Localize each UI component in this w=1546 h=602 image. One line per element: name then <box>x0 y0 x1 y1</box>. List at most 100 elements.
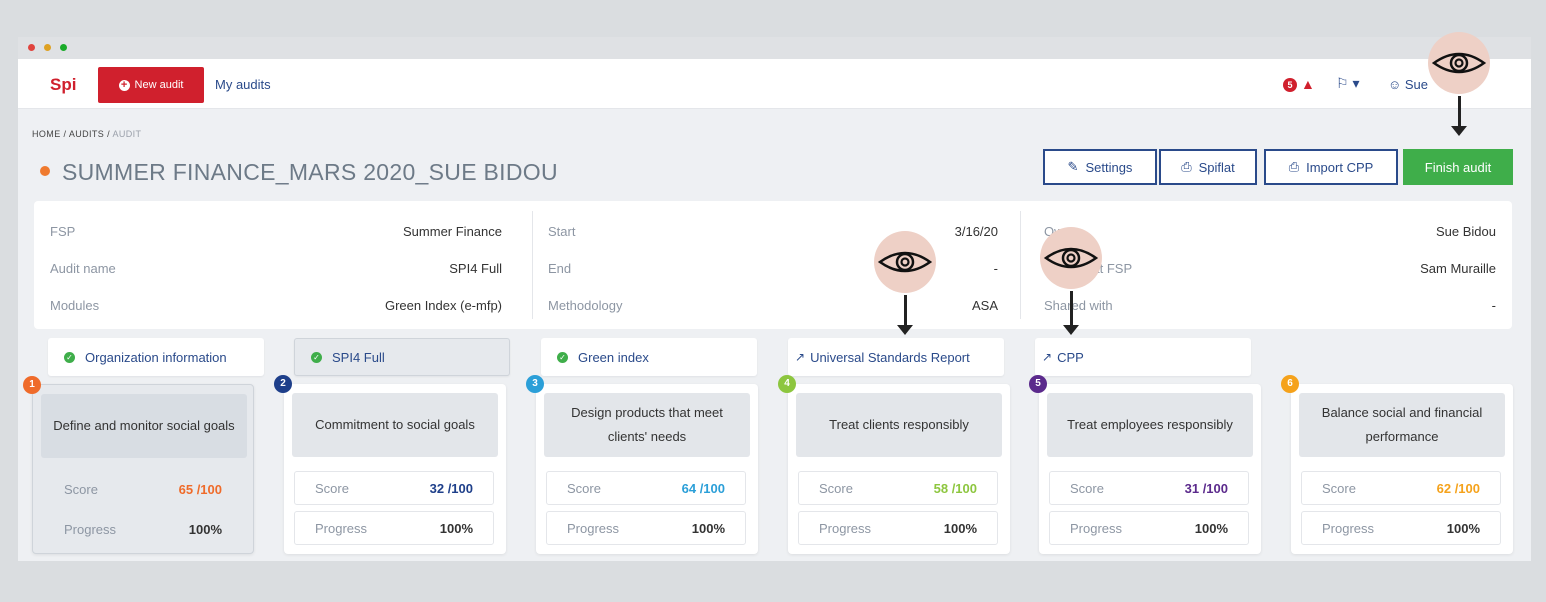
progress-value: 100% <box>943 520 977 536</box>
breadcrumb-home[interactable]: HOME / <box>32 129 67 139</box>
info-value: Sue Bidou <box>1436 224 1496 239</box>
new-audit-label: New audit <box>134 79 184 91</box>
arrow-down-icon <box>1063 325 1079 335</box>
dimension-card-6[interactable]: 6 Balance social and financial performan… <box>1281 375 1513 554</box>
progress-row: Progress 100% <box>1301 511 1501 545</box>
score-row: Score 62 /100 <box>1301 471 1501 505</box>
progress-label: Progress <box>1322 520 1375 536</box>
score-label: Score <box>567 480 601 496</box>
dimension-title: Treat employees responsibly <box>1047 393 1253 457</box>
info-key: Methodology <box>548 298 623 313</box>
dimension-card-1[interactable]: 1 Define and monitor social goals Score 6… <box>23 376 254 554</box>
spiflat-button[interactable]: ⎙ Spiflat <box>1159 149 1257 185</box>
progress-value: 100% <box>439 520 473 536</box>
tab-cpp[interactable]: ↗ CPP <box>1035 338 1251 376</box>
tab-green-index[interactable]: ✓ Green index <box>541 338 757 376</box>
progress-value: 100% <box>188 521 222 537</box>
eye-annotation-icon <box>1040 227 1102 289</box>
info-key: FSP <box>50 224 76 239</box>
arrow-down-icon <box>1451 126 1467 136</box>
tab-universal-standards-report[interactable]: ↗ Universal Standards Report <box>788 338 1004 376</box>
check-icon: ✓ <box>311 351 322 363</box>
info-value: SPI4 Full <box>449 261 502 276</box>
dimension-number-badge: 2 <box>274 375 292 393</box>
arrow-line <box>904 295 907 325</box>
progress-row: Progress 100% <box>294 511 494 545</box>
dimension-card-4[interactable]: 4 Treat clients responsibly Score 58 /100… <box>778 375 1010 554</box>
user-menu[interactable]: ☺ Sue <box>1388 77 1429 92</box>
tab-organization-information[interactable]: ✓ Organization information <box>48 338 264 376</box>
my-audits-link[interactable]: My audits <box>215 77 271 92</box>
progress-label: Progress <box>315 520 368 536</box>
score-value: 58 /100 <box>933 480 977 496</box>
minimize-window-dot[interactable] <box>44 44 51 51</box>
info-column-2: Start 3/16/20 End - Methodology ASA <box>548 213 998 321</box>
settings-label: Settings <box>1085 159 1133 175</box>
info-key: Audit name <box>50 261 116 276</box>
score-value: 32 /100 <box>429 480 473 496</box>
score-value: 31 /100 <box>1184 480 1228 496</box>
info-row: Audit name SPI4 Full <box>50 250 502 287</box>
info-row: Start 3/16/20 <box>548 213 998 250</box>
maximize-window-dot[interactable] <box>60 44 67 51</box>
file-import-icon: ⎙ <box>1181 159 1192 174</box>
app-window: Spi + New audit My audits 5 ▲ ⚐ ▾ ☺ Sue … <box>18 37 1531 561</box>
info-value: Green Index (e-mfp) <box>384 298 502 313</box>
breadcrumb-audits[interactable]: AUDITS / <box>68 129 111 139</box>
score-label: Score <box>819 480 853 496</box>
info-row: Methodology ASA <box>548 287 998 324</box>
info-value: - <box>1491 298 1496 313</box>
breadcrumb: HOME / AUDITS / AUDIT <box>32 129 141 139</box>
dimension-card-5[interactable]: 5 Treat employees responsibly Score 31 /1… <box>1029 375 1261 554</box>
notification-count-badge: 5 <box>1283 78 1297 92</box>
settings-button[interactable]: ✎ Settings <box>1043 149 1157 185</box>
edit-icon: ✎ <box>1067 159 1079 174</box>
info-value: Summer Finance <box>403 224 502 239</box>
dimension-number-badge: 6 <box>1281 375 1299 393</box>
progress-row: Progress 100% <box>43 512 243 546</box>
tab-label: Universal Standards Report <box>810 349 970 365</box>
score-label: Score <box>1322 480 1356 496</box>
status-dot <box>40 165 50 176</box>
chart-line-icon: ↗ <box>795 350 806 364</box>
new-audit-button[interactable]: + New audit <box>98 67 204 103</box>
app-logo[interactable]: Spi <box>50 75 77 94</box>
close-window-dot[interactable] <box>28 44 35 51</box>
import-cpp-label: Import CPP <box>1306 159 1374 175</box>
dimension-card-3[interactable]: 3 Design products that meet clients' nee… <box>526 375 758 554</box>
dimension-title: Define and monitor social goals <box>41 394 247 458</box>
tab-spi4-full[interactable]: ✓ SPI4 Full <box>294 338 510 376</box>
dimension-number-badge: 4 <box>778 375 796 393</box>
arrow-line <box>1458 96 1461 126</box>
info-value: ASA <box>971 298 998 313</box>
info-row: Modules Green Index (e-mfp) <box>50 287 502 324</box>
bell-icon[interactable]: ▲ <box>1301 76 1315 92</box>
flag-icon[interactable]: ⚐ ▾ <box>1336 75 1360 91</box>
tab-label: Organization information <box>85 349 227 365</box>
dimension-number-badge: 3 <box>526 375 544 393</box>
check-icon: ✓ <box>557 351 568 363</box>
info-row: End - <box>548 250 998 287</box>
progress-value: 100% <box>1446 520 1480 536</box>
info-key: End <box>548 261 572 276</box>
score-value: 64 /100 <box>681 480 725 496</box>
progress-row: Progress 100% <box>1049 511 1249 545</box>
progress-value: 100% <box>691 520 725 536</box>
info-value: Sam Muraille <box>1420 261 1496 276</box>
audit-info-panel: FSP Summer Finance Audit name SPI4 Full Mo… <box>34 201 1512 329</box>
top-navbar: Spi + New audit My audits 5 ▲ ⚐ ▾ ☺ Sue <box>18 59 1531 109</box>
page-title-text: SUMMER FINANCE_MARS 2020_SUE BIDOU <box>62 159 558 185</box>
score-row: Score 64 /100 <box>546 471 746 505</box>
info-row: OwnerSue Bidou <box>1044 213 1496 250</box>
import-cpp-button[interactable]: ⎙ Import CPP <box>1264 149 1398 185</box>
finish-audit-button[interactable]: Finish audit <box>1403 149 1513 185</box>
progress-label: Progress <box>819 520 872 536</box>
eye-annotation-icon <box>874 231 936 293</box>
progress-label: Progress <box>567 520 620 536</box>
dimension-card-2[interactable]: 2 Commitment to social goals Score 32 /10… <box>274 375 506 554</box>
info-value: 3/16/20 <box>954 224 998 239</box>
column-divider <box>1020 211 1021 319</box>
dimension-title: Design products that meet clients' needs <box>544 393 750 457</box>
info-column-1: FSP Summer Finance Audit name SPI4 Full Mo… <box>50 213 502 321</box>
